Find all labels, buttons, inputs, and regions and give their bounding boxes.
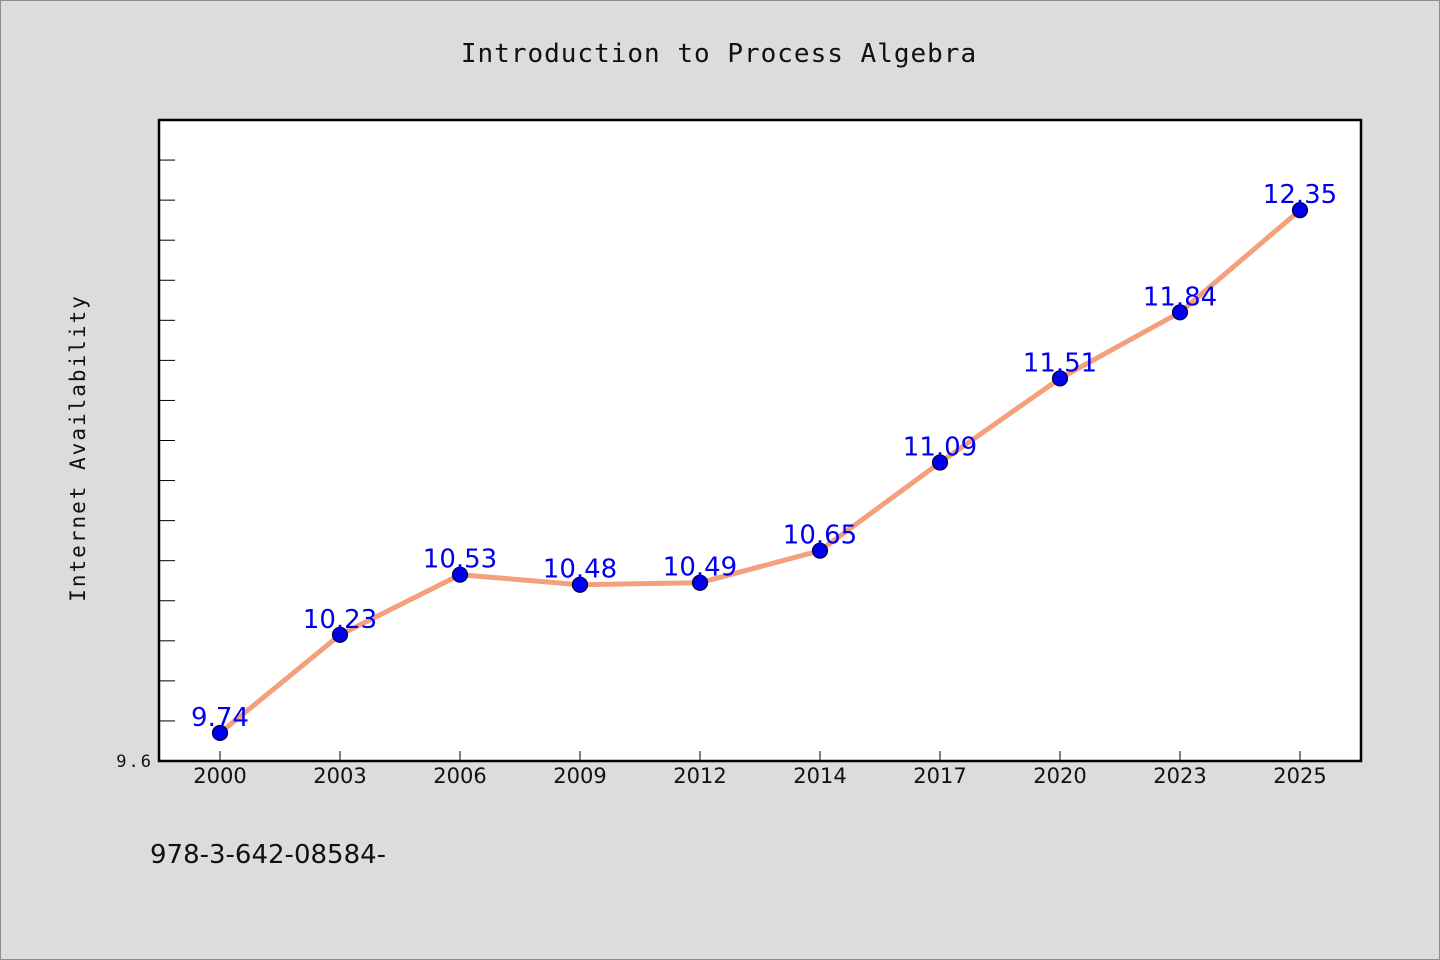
y-axis-minor-ticks	[159, 159, 175, 762]
isbn-footer: 978-3-642-08584-	[150, 840, 386, 870]
data-point	[1291, 202, 1309, 219]
data-labels: 9.74 10.23 10.53 10.48 10.49 10.65 11.09 11.51 1…	[191, 180, 1337, 733]
data-point	[211, 724, 229, 742]
data-point	[1171, 304, 1189, 321]
data-point	[1051, 370, 1069, 387]
x-tick-label: 2017	[913, 764, 966, 788]
data-label: 10.53	[423, 545, 497, 575]
y-axis-label: Internet Availability	[66, 294, 90, 602]
x-tick-label: 2014	[793, 764, 846, 788]
data-label: 12.35	[1263, 180, 1337, 210]
x-tick-label: 2012	[673, 764, 726, 788]
data-label: 11.09	[903, 433, 977, 463]
data-label: 11.84	[1143, 282, 1217, 312]
x-tick-label: 2025	[1273, 764, 1326, 788]
y-axis-tick-labels: 9.6	[116, 752, 153, 772]
x-tick-label: 2000	[193, 764, 246, 788]
x-axis-tick-labels: 2000 2003 2006 2009 2012 2014 2017 2020 2023 2025	[193, 764, 1326, 788]
data-label: 9.74	[191, 703, 249, 733]
data-point	[691, 574, 709, 591]
data-point	[451, 566, 469, 583]
x-tick-label: 2003	[313, 764, 366, 788]
chart-title: Introduction to Process Algebra	[461, 39, 977, 69]
series-line	[217, 207, 1303, 736]
data-point	[331, 626, 349, 643]
data-label: 10.49	[663, 553, 737, 583]
data-point	[571, 576, 589, 593]
data-label: 11.51	[1023, 348, 1097, 378]
series-line-group	[217, 207, 1303, 736]
x-tick-label: 2023	[1153, 764, 1206, 788]
data-label: 10.48	[543, 555, 617, 585]
x-tick-label: 2006	[433, 764, 486, 788]
x-tick-label: 2009	[553, 764, 606, 788]
data-label: 10.65	[783, 521, 857, 551]
data-label: 10.23	[303, 605, 377, 635]
data-point	[931, 454, 949, 471]
x-axis-ticks	[219, 751, 1301, 761]
series-markers	[211, 202, 1309, 742]
plot-area	[157, 118, 1363, 763]
x-tick-label: 2020	[1033, 764, 1086, 788]
y-tick-label: 9.6	[116, 752, 153, 772]
data-point	[811, 542, 829, 559]
